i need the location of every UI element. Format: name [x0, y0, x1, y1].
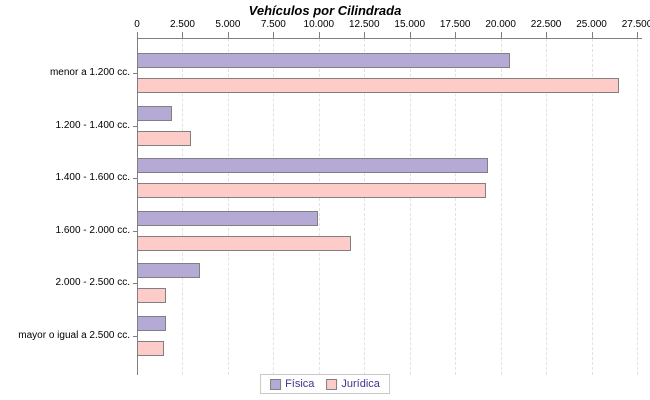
- category-label: 1.400 - 1.600 cc.: [55, 172, 131, 184]
- y-tick-mark: [133, 178, 137, 180]
- bar-física-5: [137, 315, 166, 331]
- legend-swatch-icon: [270, 378, 282, 390]
- bar-jurídica-2: [137, 183, 487, 198]
- x-tick-label: 20.000: [485, 19, 516, 30]
- gridline: [409, 39, 411, 375]
- legend: Física Jurídica: [260, 374, 390, 394]
- category-label: mayor o igual a 2.500 cc.: [18, 329, 130, 341]
- bar-jurídica-5: [137, 340, 165, 356]
- y-tick-mark: [133, 230, 137, 232]
- x-tick-mark: [182, 32, 184, 38]
- x-tick-label: 12.500: [348, 19, 380, 30]
- x-tick-mark: [409, 32, 411, 38]
- x-tick-mark: [591, 32, 593, 38]
- x-tick-label: 5.000: [215, 19, 241, 30]
- x-tick-label: 2.500: [169, 19, 195, 30]
- x-tick-label: 22.500: [530, 19, 562, 30]
- legend-item-física: Física: [270, 378, 314, 390]
- chart-title: Vehículos por Cilindrada: [248, 3, 402, 18]
- x-tick-mark: [318, 32, 320, 38]
- gridline: [273, 39, 275, 375]
- gridline: [318, 39, 320, 375]
- bar-física-4: [137, 263, 200, 278]
- category-label: 2.000 - 2.500 cc.: [55, 277, 131, 289]
- x-tick-label: 25.000: [576, 19, 607, 30]
- x-tick-mark: [546, 32, 548, 38]
- gridline: [227, 39, 229, 375]
- bar-física-2: [137, 158, 488, 173]
- gridline: [182, 39, 184, 375]
- x-axis-line: [137, 38, 642, 39]
- x-tick-label: 15.000: [394, 19, 426, 30]
- y-tick-mark: [133, 125, 137, 127]
- gridline: [364, 39, 366, 375]
- x-tick-label: 27.500: [621, 19, 650, 30]
- x-tick-label: 7.500: [260, 19, 286, 30]
- plot-area: [137, 38, 642, 375]
- bar-jurídica-0: [137, 78, 619, 93]
- legend-label: Física: [285, 378, 315, 390]
- gridline: [455, 39, 457, 375]
- legend-label: Jurídica: [341, 378, 380, 390]
- legend-swatch-icon: [326, 378, 338, 390]
- category-label: 1.600 - 2.000 cc.: [55, 224, 131, 236]
- x-tick-mark: [500, 32, 502, 38]
- x-tick-mark: [137, 32, 138, 38]
- bar-física-3: [137, 210, 318, 226]
- y-tick-mark: [133, 73, 137, 75]
- bar-física-0: [137, 53, 510, 68]
- x-tick-mark: [455, 32, 457, 38]
- category-label: menor a 1.200 cc.: [49, 67, 130, 79]
- x-tick-mark: [273, 32, 275, 38]
- y-axis-line: [137, 38, 138, 375]
- gridline: [500, 39, 502, 375]
- gridline: [591, 39, 593, 375]
- bar-física-1: [137, 105, 173, 121]
- legend-item-jurídica: Jurídica: [326, 378, 380, 390]
- bar-jurídica-4: [137, 288, 167, 303]
- x-tick-label: 0: [134, 19, 140, 30]
- y-tick-mark: [133, 283, 137, 285]
- bar-jurídica-1: [137, 130, 191, 146]
- x-tick-label: 10.000: [303, 19, 335, 30]
- x-tick-label: 17.500: [439, 19, 471, 30]
- gridline: [546, 39, 548, 375]
- x-tick-mark: [637, 32, 638, 38]
- y-tick-mark: [133, 335, 137, 337]
- x-tick-mark: [227, 32, 229, 38]
- category-label: 1.200 - 1.400 cc.: [55, 119, 131, 131]
- bar-jurídica-3: [137, 235, 351, 251]
- gridline: [637, 39, 638, 375]
- x-tick-mark: [364, 32, 366, 38]
